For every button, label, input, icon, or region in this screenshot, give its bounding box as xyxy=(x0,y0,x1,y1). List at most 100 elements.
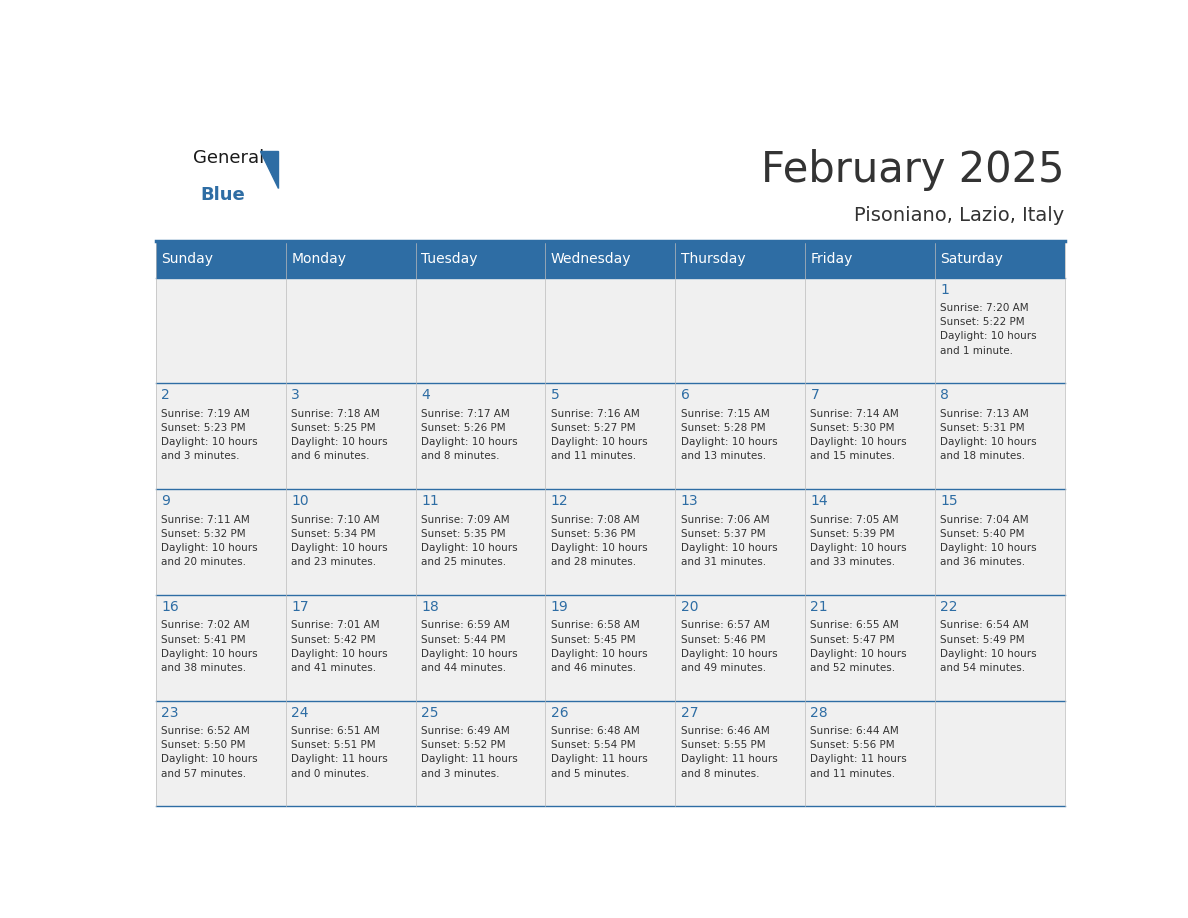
Text: 23: 23 xyxy=(162,706,179,720)
Text: Daylight: 11 hours: Daylight: 11 hours xyxy=(291,755,388,765)
Text: Sunset: 5:52 PM: Sunset: 5:52 PM xyxy=(421,740,506,750)
Text: and 31 minutes.: and 31 minutes. xyxy=(681,557,766,567)
Text: Daylight: 10 hours: Daylight: 10 hours xyxy=(940,649,1037,658)
Text: and 18 minutes.: and 18 minutes. xyxy=(940,452,1025,461)
Text: Wednesday: Wednesday xyxy=(551,252,631,266)
Text: Friday: Friday xyxy=(810,252,853,266)
Text: Sunrise: 6:58 AM: Sunrise: 6:58 AM xyxy=(551,621,639,631)
Bar xyxy=(935,489,1064,595)
Text: Sunrise: 6:52 AM: Sunrise: 6:52 AM xyxy=(162,726,251,736)
Text: and 3 minutes.: and 3 minutes. xyxy=(421,768,499,778)
Text: 26: 26 xyxy=(551,706,569,720)
Text: 2: 2 xyxy=(162,388,170,402)
Text: Sunrise: 7:10 AM: Sunrise: 7:10 AM xyxy=(291,515,380,524)
Text: Daylight: 10 hours: Daylight: 10 hours xyxy=(810,437,908,447)
Text: Daylight: 10 hours: Daylight: 10 hours xyxy=(681,437,777,447)
Text: Sunset: 5:41 PM: Sunset: 5:41 PM xyxy=(162,634,246,644)
Text: Daylight: 10 hours: Daylight: 10 hours xyxy=(162,543,258,553)
Bar xyxy=(416,241,545,277)
Text: Tuesday: Tuesday xyxy=(421,252,478,266)
Text: Sunrise: 6:44 AM: Sunrise: 6:44 AM xyxy=(810,726,899,736)
Bar xyxy=(675,595,805,700)
Bar xyxy=(285,595,416,700)
Text: 7: 7 xyxy=(810,388,820,402)
Text: Daylight: 11 hours: Daylight: 11 hours xyxy=(810,755,908,765)
Text: and 33 minutes.: and 33 minutes. xyxy=(810,557,896,567)
Text: and 38 minutes.: and 38 minutes. xyxy=(162,663,247,673)
Text: and 0 minutes.: and 0 minutes. xyxy=(291,768,369,778)
Text: Sunrise: 7:08 AM: Sunrise: 7:08 AM xyxy=(551,515,639,524)
Text: 5: 5 xyxy=(551,388,560,402)
Text: and 36 minutes.: and 36 minutes. xyxy=(940,557,1025,567)
Text: Daylight: 10 hours: Daylight: 10 hours xyxy=(810,543,908,553)
Bar xyxy=(156,489,285,595)
Text: Daylight: 10 hours: Daylight: 10 hours xyxy=(162,649,258,658)
Text: Sunday: Sunday xyxy=(162,252,214,266)
Text: Sunset: 5:30 PM: Sunset: 5:30 PM xyxy=(810,423,895,433)
Text: Daylight: 10 hours: Daylight: 10 hours xyxy=(681,543,777,553)
Text: Sunset: 5:27 PM: Sunset: 5:27 PM xyxy=(551,423,636,433)
Bar xyxy=(805,241,935,277)
Text: Daylight: 10 hours: Daylight: 10 hours xyxy=(291,437,387,447)
Text: Sunset: 5:32 PM: Sunset: 5:32 PM xyxy=(162,529,246,539)
Bar xyxy=(805,384,935,489)
Text: Sunrise: 6:54 AM: Sunrise: 6:54 AM xyxy=(940,621,1029,631)
Text: Sunset: 5:54 PM: Sunset: 5:54 PM xyxy=(551,740,636,750)
Text: Sunrise: 7:01 AM: Sunrise: 7:01 AM xyxy=(291,621,380,631)
Bar xyxy=(805,595,935,700)
Text: Sunset: 5:37 PM: Sunset: 5:37 PM xyxy=(681,529,765,539)
Text: Daylight: 10 hours: Daylight: 10 hours xyxy=(940,543,1037,553)
Text: 9: 9 xyxy=(162,494,170,509)
Bar xyxy=(675,277,805,384)
Bar xyxy=(935,700,1064,806)
Text: Sunrise: 6:51 AM: Sunrise: 6:51 AM xyxy=(291,726,380,736)
Polygon shape xyxy=(260,151,278,188)
Text: 27: 27 xyxy=(681,706,699,720)
Text: Sunset: 5:42 PM: Sunset: 5:42 PM xyxy=(291,634,375,644)
Bar xyxy=(156,241,285,277)
Bar xyxy=(156,277,285,384)
Text: and 15 minutes.: and 15 minutes. xyxy=(810,452,896,461)
Bar xyxy=(156,595,285,700)
Text: Sunset: 5:39 PM: Sunset: 5:39 PM xyxy=(810,529,895,539)
Text: February 2025: February 2025 xyxy=(762,149,1064,191)
Text: 12: 12 xyxy=(551,494,569,509)
Text: Sunrise: 7:19 AM: Sunrise: 7:19 AM xyxy=(162,409,251,419)
Text: Sunrise: 6:48 AM: Sunrise: 6:48 AM xyxy=(551,726,639,736)
Text: Sunrise: 7:05 AM: Sunrise: 7:05 AM xyxy=(810,515,899,524)
Text: and 3 minutes.: and 3 minutes. xyxy=(162,452,240,461)
Bar xyxy=(156,700,285,806)
Text: 28: 28 xyxy=(810,706,828,720)
Text: Sunset: 5:36 PM: Sunset: 5:36 PM xyxy=(551,529,636,539)
Text: Sunset: 5:50 PM: Sunset: 5:50 PM xyxy=(162,740,246,750)
Text: Sunrise: 7:13 AM: Sunrise: 7:13 AM xyxy=(940,409,1029,419)
Bar xyxy=(545,277,675,384)
Text: Monday: Monday xyxy=(291,252,346,266)
Bar xyxy=(285,241,416,277)
Text: 24: 24 xyxy=(291,706,309,720)
Text: Sunrise: 7:14 AM: Sunrise: 7:14 AM xyxy=(810,409,899,419)
Text: Daylight: 10 hours: Daylight: 10 hours xyxy=(551,649,647,658)
Text: Thursday: Thursday xyxy=(681,252,745,266)
Text: Daylight: 10 hours: Daylight: 10 hours xyxy=(162,437,258,447)
Text: Sunrise: 7:17 AM: Sunrise: 7:17 AM xyxy=(421,409,510,419)
Bar xyxy=(935,241,1064,277)
Text: Sunset: 5:34 PM: Sunset: 5:34 PM xyxy=(291,529,375,539)
Bar xyxy=(675,700,805,806)
Bar xyxy=(545,595,675,700)
Text: and 1 minute.: and 1 minute. xyxy=(940,345,1013,355)
Text: 10: 10 xyxy=(291,494,309,509)
Text: Sunrise: 7:18 AM: Sunrise: 7:18 AM xyxy=(291,409,380,419)
Text: 19: 19 xyxy=(551,599,569,614)
Text: Sunset: 5:55 PM: Sunset: 5:55 PM xyxy=(681,740,765,750)
Bar xyxy=(545,241,675,277)
Text: and 44 minutes.: and 44 minutes. xyxy=(421,663,506,673)
Bar xyxy=(935,277,1064,384)
Text: and 8 minutes.: and 8 minutes. xyxy=(681,768,759,778)
Text: Sunrise: 6:57 AM: Sunrise: 6:57 AM xyxy=(681,621,770,631)
Bar xyxy=(935,595,1064,700)
Text: Sunrise: 7:06 AM: Sunrise: 7:06 AM xyxy=(681,515,770,524)
Text: Pisoniano, Lazio, Italy: Pisoniano, Lazio, Italy xyxy=(854,206,1064,225)
Bar xyxy=(416,277,545,384)
Bar xyxy=(416,700,545,806)
